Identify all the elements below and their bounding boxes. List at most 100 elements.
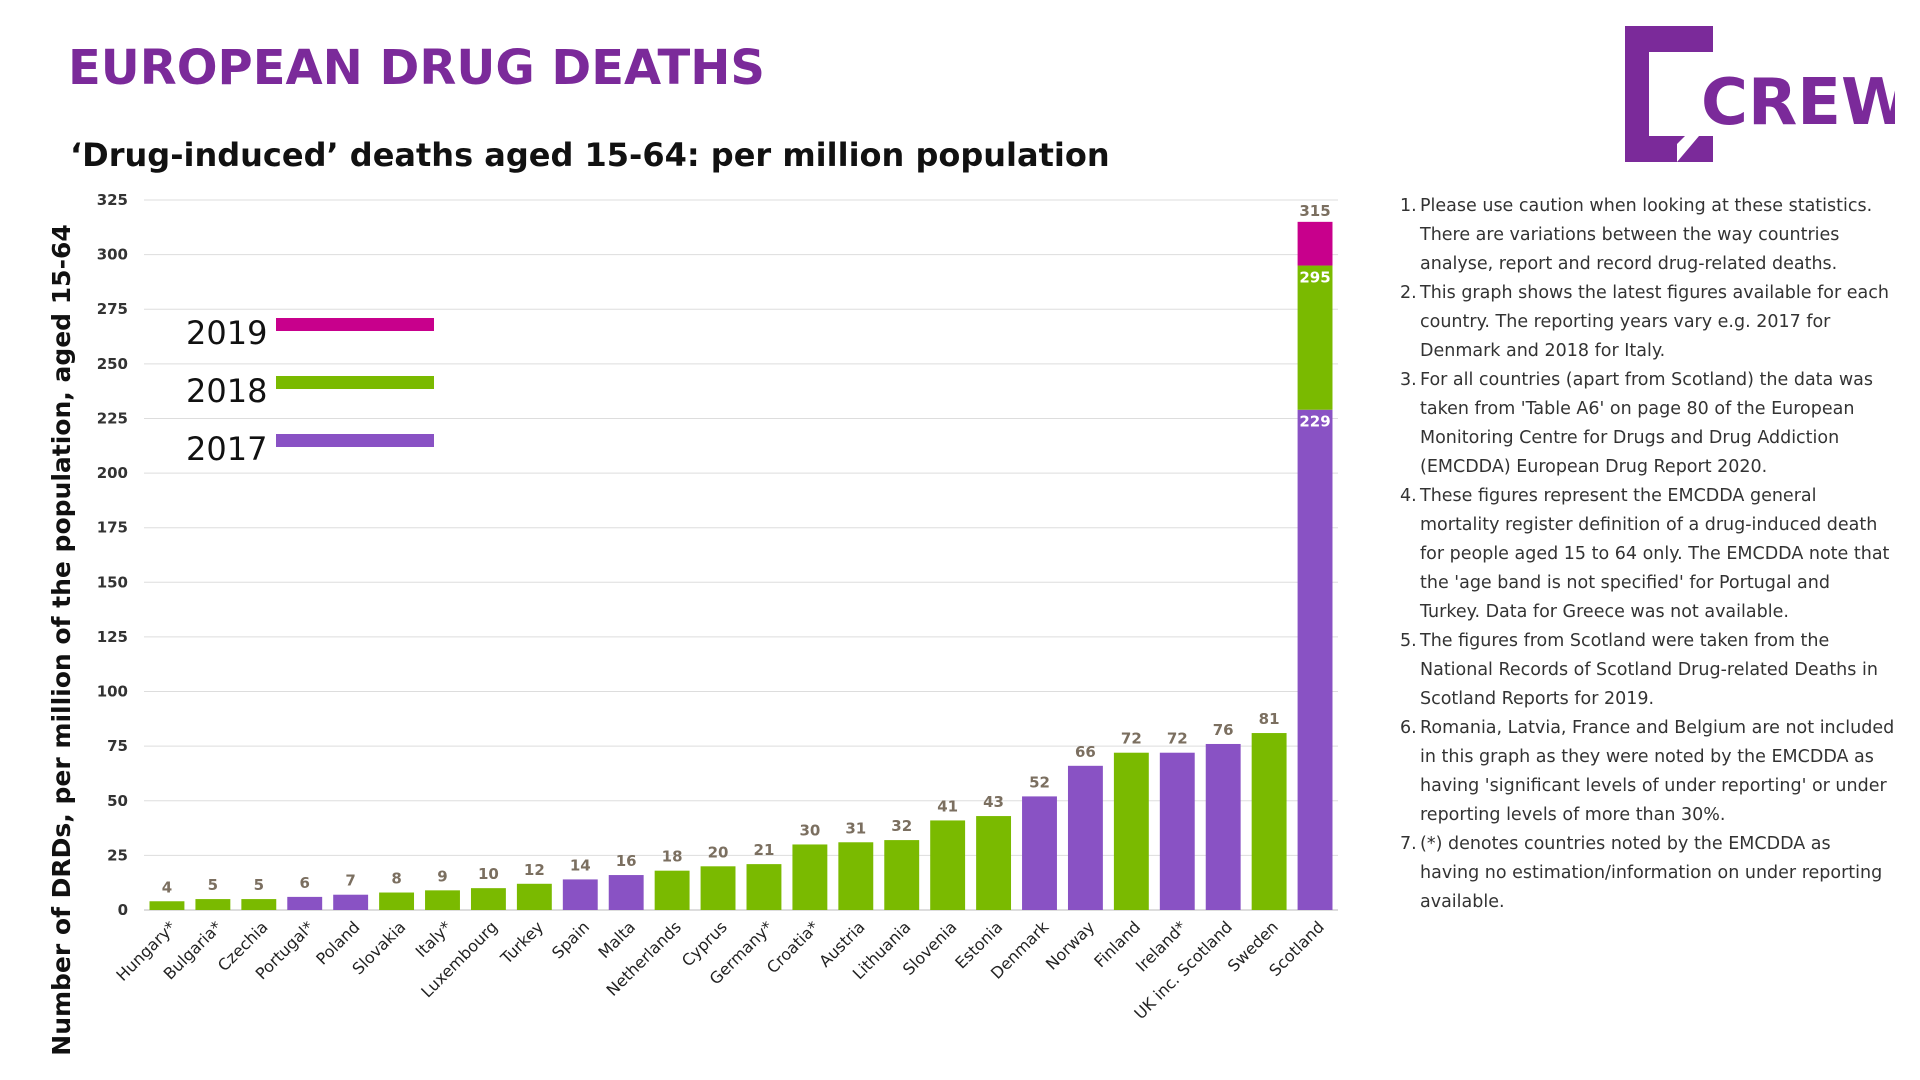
footnote-number: 7. — [1400, 834, 1417, 854]
footnote-text: This graph shows the latest figures avai… — [1420, 283, 1889, 361]
y-tick-label: 275 — [97, 300, 128, 318]
bar — [976, 816, 1012, 910]
value-label: 18 — [662, 848, 683, 866]
bar — [1205, 743, 1241, 910]
footnote-item: 2. This graph shows the latest figures av… — [1400, 279, 1895, 366]
bars — [149, 221, 1333, 910]
footnote-number: 4. — [1400, 486, 1417, 506]
y-axis-label: Number of DRDs, per million of the popul… — [47, 224, 76, 1055]
value-label: 229 — [1299, 413, 1330, 431]
footnote-number: 2. — [1400, 283, 1417, 303]
logo-speech-bracket — [1625, 26, 1713, 162]
value-label: 81 — [1259, 710, 1280, 728]
footnote-text: These figures represent the EMCDDA gener… — [1420, 486, 1890, 622]
footnote-text: Romania, Latvia, France and Belgium are … — [1420, 718, 1895, 825]
value-label: 8 — [391, 870, 401, 888]
value-label: 21 — [754, 841, 775, 859]
value-label: 5 — [208, 876, 218, 894]
value-label: 5 — [254, 876, 264, 894]
footnote-number: 3. — [1400, 370, 1417, 390]
footnote-text: (*) denotes countries noted by the EMCDD… — [1420, 834, 1883, 912]
bar-segment-2017 — [1297, 409, 1333, 910]
value-label: 10 — [478, 865, 499, 883]
bar — [425, 890, 460, 910]
y-tick-label: 175 — [97, 519, 128, 537]
value-label: 32 — [891, 817, 912, 835]
y-tick-label: 25 — [107, 846, 128, 864]
footnote-item: 1. Please use caution when looking at the… — [1400, 192, 1895, 279]
value-label: 41 — [937, 797, 958, 815]
bar — [930, 820, 966, 910]
value-label: 4 — [162, 878, 172, 896]
footnotes-list: 1. Please use caution when looking at the… — [1400, 192, 1895, 917]
bar-segment-2018 — [1297, 265, 1333, 410]
value-label: 72 — [1167, 730, 1188, 748]
bar — [562, 879, 598, 910]
y-tick-label: 0 — [118, 901, 128, 919]
value-label: 14 — [570, 856, 591, 874]
y-tick-label: 225 — [97, 409, 128, 427]
footnote-item: 5. The figures from Scotland were taken f… — [1400, 627, 1895, 714]
footnotes: 1. Please use caution when looking at the… — [1400, 192, 1895, 917]
bar — [287, 896, 323, 910]
legend: 2019 2018 2017 — [186, 314, 434, 468]
bar — [654, 870, 690, 910]
value-label: 66 — [1075, 743, 1096, 761]
footnote-item: 7. (*) denotes countries noted by the EMC… — [1400, 830, 1895, 917]
value-label: 31 — [845, 819, 866, 837]
footnote-text: Please use caution when looking at these… — [1420, 196, 1873, 274]
bar — [241, 899, 277, 910]
bar — [700, 866, 736, 910]
y-tick-label: 300 — [97, 246, 128, 264]
footnote-number: 5. — [1400, 631, 1417, 651]
value-label: 76 — [1213, 721, 1234, 739]
value-label: 43 — [983, 793, 1004, 811]
logo-text: CREW — [1701, 66, 1895, 140]
bar — [1022, 796, 1057, 910]
bar — [149, 901, 185, 910]
value-label: 52 — [1029, 773, 1050, 791]
value-label: 20 — [708, 843, 729, 861]
crew-logo: CREW — [1625, 26, 1895, 162]
bar — [792, 844, 828, 910]
bar — [838, 842, 874, 910]
x-tick-label: Spain — [548, 917, 593, 962]
page-title: EUROPEAN DRUG DEATHS — [68, 40, 765, 96]
y-tick-label: 250 — [97, 355, 128, 373]
y-tick-label: 125 — [97, 628, 128, 646]
bar — [1251, 733, 1287, 910]
legend-swatch — [276, 434, 434, 447]
value-label: 16 — [616, 852, 637, 870]
footnote-text: For all countries (apart from Scotland) … — [1420, 370, 1873, 477]
bar — [195, 899, 231, 910]
chart-subtitle: ‘Drug-induced’ deaths aged 15-64: per mi… — [70, 136, 1110, 174]
bar — [1067, 765, 1103, 910]
y-tick-label: 100 — [97, 683, 128, 701]
y-tick-label: 150 — [97, 573, 128, 591]
legend-swatch — [276, 318, 434, 331]
footnote-item: 4. These figures represent the EMCDDA gen… — [1400, 482, 1895, 627]
bar — [516, 883, 552, 910]
value-label: 6 — [300, 874, 310, 892]
value-label: 30 — [799, 821, 820, 839]
x-tick-label: Norway — [1042, 917, 1098, 973]
grid-lines — [144, 199, 1338, 911]
legend-label: 2018 — [186, 372, 267, 410]
bar — [333, 894, 369, 910]
value-labels: 4 5 5 6 7 8 9 10 12 14 16 18 20 21 30 31 32 41 43 52 66 72 72 7… — [162, 202, 1331, 896]
x-tick-label: Italy* — [412, 917, 456, 961]
value-label: 315 — [1299, 202, 1330, 220]
value-label: 295 — [1299, 269, 1330, 287]
value-label: 72 — [1121, 730, 1142, 748]
footnote-item: 6. Romania, Latvia, France and Belgium ar… — [1400, 714, 1895, 830]
x-tick-label: Turkey — [496, 917, 547, 968]
bar — [379, 892, 415, 910]
footnote-number: 1. — [1400, 196, 1417, 216]
bar — [470, 888, 506, 910]
y-axis-ticks: 0 25 50 75 100 125 150 175 200 225 250 275 300 325 — [97, 191, 128, 919]
y-tick-label: 50 — [107, 792, 128, 810]
bar — [1113, 752, 1149, 910]
bar-segment-2019 — [1297, 221, 1333, 266]
bar — [884, 840, 920, 910]
